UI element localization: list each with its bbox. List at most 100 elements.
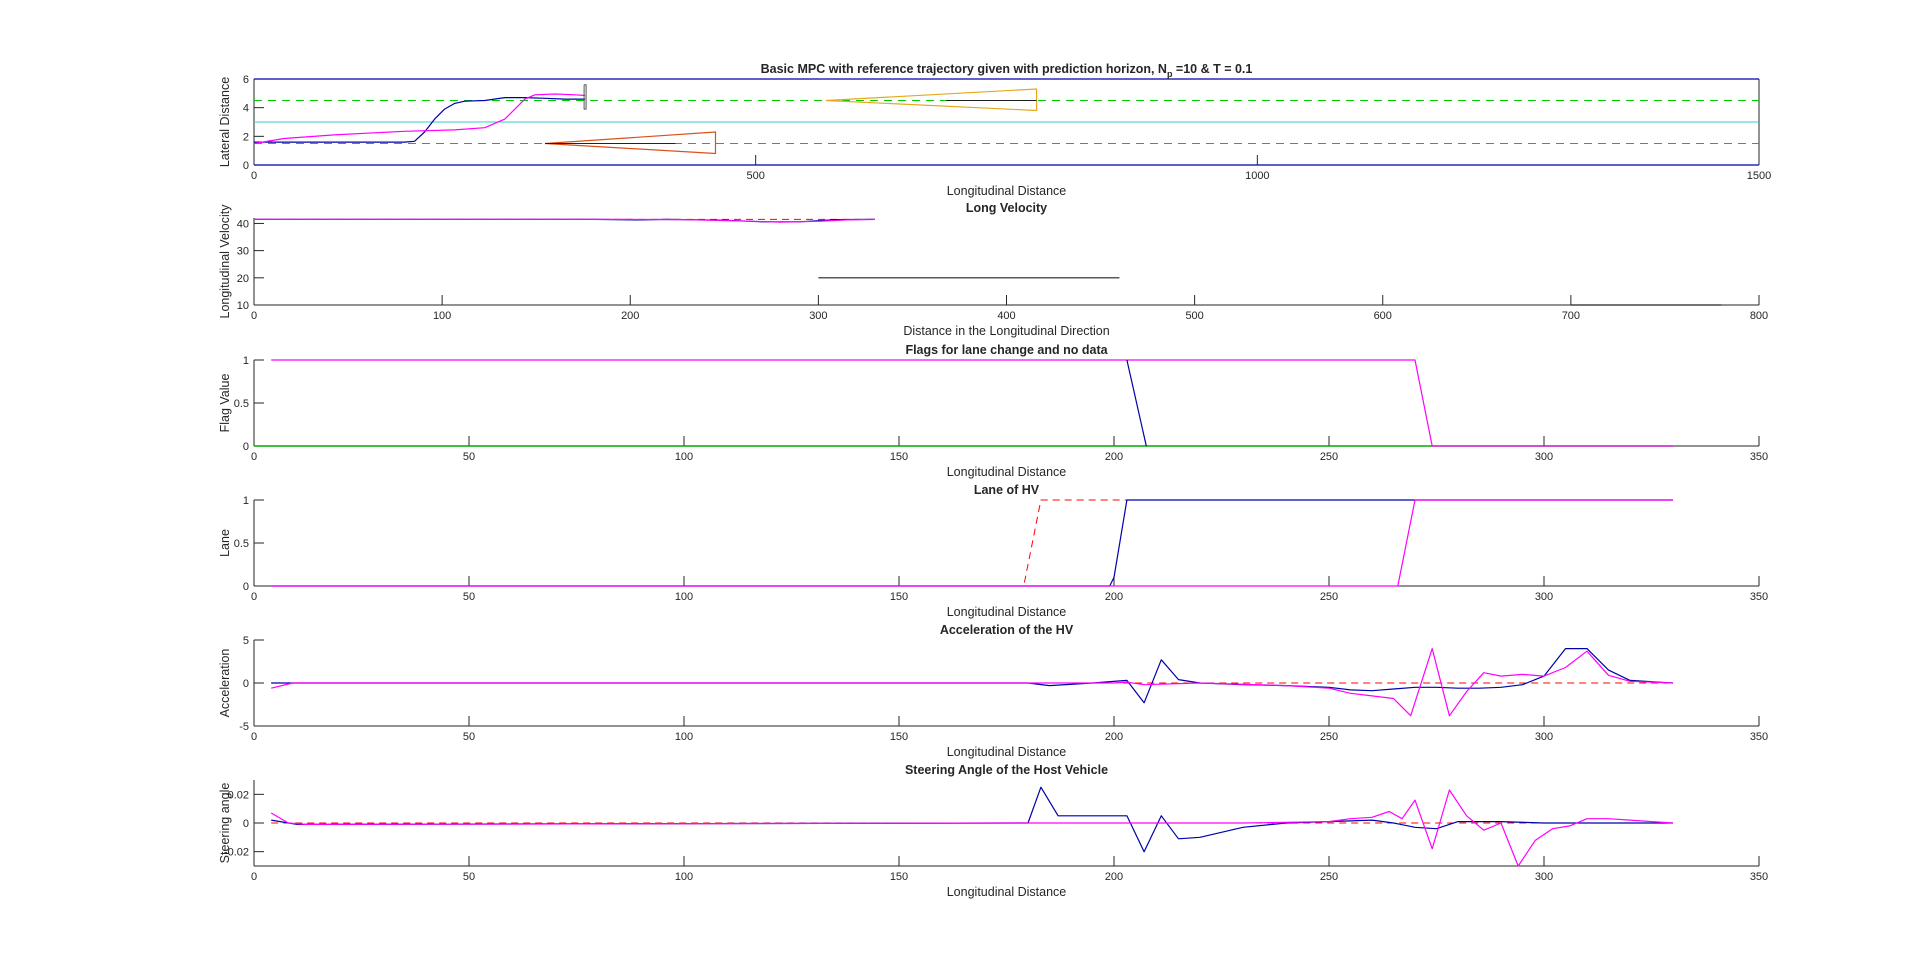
y-tick-label: -5 <box>239 721 249 733</box>
y-tick-label: 0.02 <box>228 789 249 801</box>
y-axis-label: Lateral Distance <box>218 77 232 167</box>
x-axis-label: Longitudinal Distance <box>947 605 1067 619</box>
y-tick-label: 0 <box>243 678 249 690</box>
x-axis-label: Longitudinal Distance <box>947 745 1067 759</box>
subplot-4: 0 50 100 150 200 250 300 350 0 0.5 1 Lane of HV Long… <box>218 483 1768 619</box>
x-tick-label: 50 <box>463 591 475 603</box>
series-line-12 <box>583 84 587 110</box>
series-line-3 <box>1126 359 1147 447</box>
series-line-8 <box>544 131 717 155</box>
x-tick-label: 250 <box>1320 591 1338 603</box>
x-tick-label: 300 <box>809 310 827 322</box>
plot-title: Basic MPC with reference trajectory give… <box>761 62 1253 79</box>
y-axis-label: Steering angle <box>218 783 232 864</box>
series-group <box>271 647 1674 717</box>
x-axis-label: Longitudinal Distance <box>947 885 1067 899</box>
series-line-2 <box>271 647 1674 704</box>
series-line-3 <box>270 789 1674 867</box>
x-tick-label: 600 <box>1374 310 1392 322</box>
x-tick-label: 400 <box>997 310 1015 322</box>
x-tick-label: 300 <box>1535 451 1553 463</box>
x-tick-label: 100 <box>675 871 693 883</box>
series-line-3 <box>271 647 1674 717</box>
x-tick-label: 200 <box>1105 871 1123 883</box>
x-tick-label: 250 <box>1320 871 1338 883</box>
x-tick-label: 250 <box>1320 451 1338 463</box>
y-tick-label: 0.5 <box>234 398 249 410</box>
series-line-1 <box>271 499 1673 587</box>
x-tick-label: 200 <box>1105 591 1123 603</box>
series-line-2 <box>271 786 1673 853</box>
series-line-10 <box>254 96 586 143</box>
x-tick-label: 100 <box>675 451 693 463</box>
x-tick-label: 350 <box>1750 731 1768 743</box>
x-tick-label: 700 <box>1562 310 1580 322</box>
x-tick-label: 1500 <box>1747 170 1771 182</box>
x-tick-label: 100 <box>675 591 693 603</box>
x-tick-label: 300 <box>1535 591 1553 603</box>
x-tick-label: 150 <box>890 451 908 463</box>
y-tick-label: 20 <box>237 273 249 285</box>
y-tick-label: -0.02 <box>224 847 249 859</box>
y-axis-label: Lane <box>218 529 232 557</box>
x-tick-label: 200 <box>621 310 639 322</box>
x-tick-label: 1000 <box>1245 170 1269 182</box>
x-tick-label: 50 <box>463 731 475 743</box>
series-group <box>270 786 1674 867</box>
y-tick-label: 2 <box>243 131 249 143</box>
plot-title: Lane of HV <box>974 483 1040 497</box>
x-tick-label: 100 <box>675 731 693 743</box>
x-axis-label: Longitudinal Distance <box>947 184 1067 198</box>
x-tick-label: 200 <box>1105 451 1123 463</box>
subplot-1: 0 500 1000 1500 0 2 4 6 Basic MPC with reference… <box>218 62 1771 198</box>
x-tick-label: 0 <box>251 591 257 603</box>
x-tick-label: 200 <box>1105 731 1123 743</box>
y-axis-label: Flag Value <box>218 374 232 433</box>
x-tick-label: 500 <box>1185 310 1203 322</box>
x-tick-label: 150 <box>890 871 908 883</box>
y-tick-label: 10 <box>237 300 249 312</box>
series-group <box>254 359 1673 447</box>
plot-title: Acceleration of the HV <box>940 623 1074 637</box>
x-tick-label: 350 <box>1750 591 1768 603</box>
y-tick-label: 40 <box>237 218 249 230</box>
series-group <box>254 218 1722 306</box>
x-tick-label: 100 <box>433 310 451 322</box>
y-tick-label: 0 <box>243 160 249 172</box>
x-tick-label: 800 <box>1750 310 1768 322</box>
series-line-2 <box>271 359 1673 447</box>
y-tick-label: 1 <box>243 355 249 367</box>
x-tick-label: 500 <box>746 170 764 182</box>
x-tick-label: 0 <box>251 451 257 463</box>
series-line-2 <box>271 499 1673 587</box>
x-tick-label: 0 <box>251 731 257 743</box>
subplot-6: 0 50 100 150 200 250 300 350-0.0200.02Steering … <box>218 763 1768 899</box>
y-tick-label: 5 <box>243 635 249 647</box>
plot-title: Flags for lane change and no data <box>905 343 1108 357</box>
x-axis-label: Longitudinal Distance <box>947 465 1067 479</box>
y-axis-label: Longitudinal Velocity <box>218 204 232 319</box>
x-tick-label: 150 <box>890 591 908 603</box>
y-tick-label: 30 <box>237 246 249 258</box>
y-tick-label: 6 <box>243 74 249 86</box>
x-tick-label: 0 <box>251 871 257 883</box>
x-tick-label: 300 <box>1535 871 1553 883</box>
series-line-3 <box>254 218 875 223</box>
x-tick-label: 350 <box>1750 451 1768 463</box>
x-tick-label: 0 <box>251 310 257 322</box>
series-group <box>254 78 1759 166</box>
y-tick-label: 0 <box>243 441 249 453</box>
subplot-2: 0 100 200 300 400 500 600 700 800 10 20 30 40 Long Ve… <box>218 201 1768 338</box>
series-group <box>271 499 1673 587</box>
x-tick-label: 50 <box>463 451 475 463</box>
x-axis-label: Distance in the Longitudinal Direction <box>903 324 1109 338</box>
plot-title: Long Velocity <box>966 201 1047 215</box>
plot-title: Steering Angle of the Host Vehicle <box>905 763 1108 777</box>
y-tick-label: 0 <box>243 818 249 830</box>
y-tick-label: 0.5 <box>234 538 249 550</box>
y-tick-label: 4 <box>243 103 249 115</box>
x-tick-label: 300 <box>1535 731 1553 743</box>
x-tick-label: 50 <box>463 871 475 883</box>
